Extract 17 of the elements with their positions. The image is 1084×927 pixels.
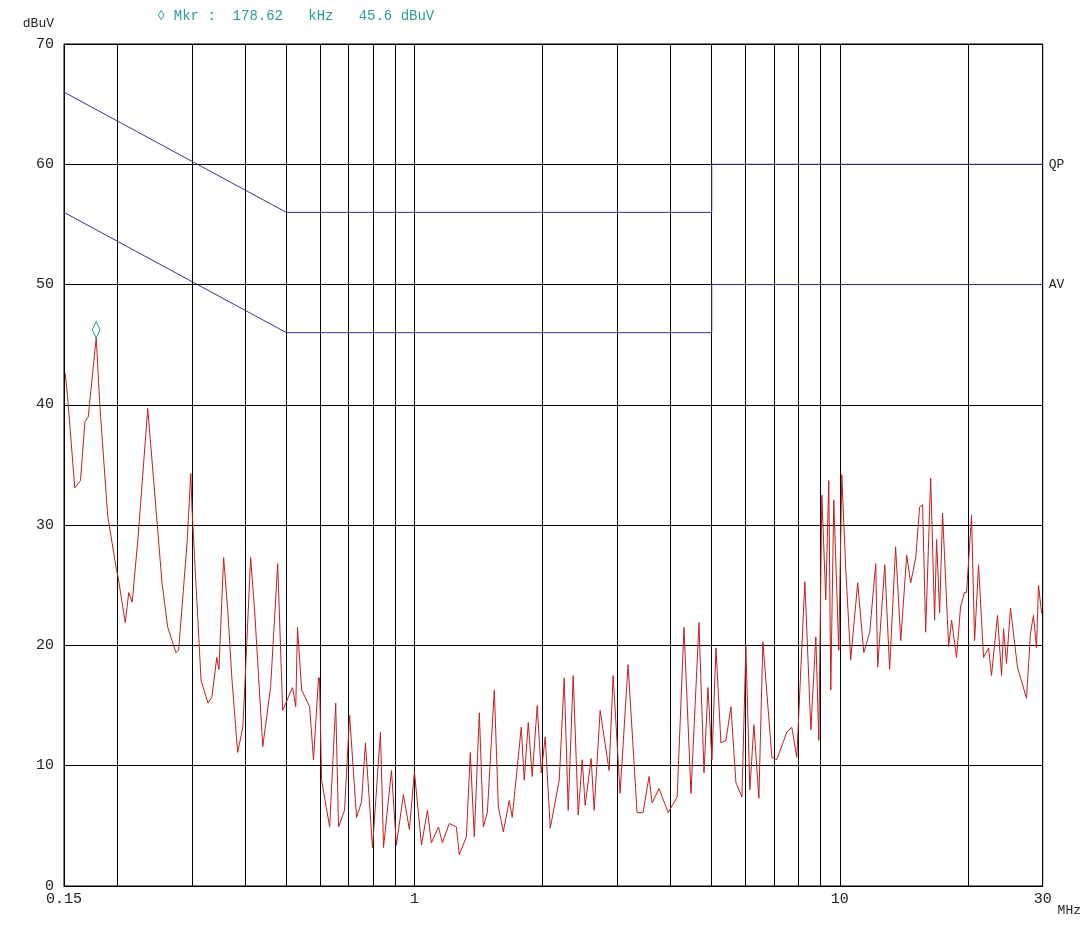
- annotation: ◊: [91, 318, 101, 340]
- series-label: AV: [1048, 277, 1065, 293]
- y-axis-title: dBuV: [22, 16, 55, 31]
- x-axis-title: MHz: [1057, 903, 1081, 918]
- series-label: QP: [1048, 156, 1065, 172]
- x-tick-label: 0.15: [45, 891, 83, 908]
- y-tick-label: 70: [35, 35, 54, 53]
- y-tick-label: 60: [35, 155, 54, 173]
- x-tick-label: 10: [830, 891, 849, 908]
- x-tick-label: 30: [1033, 891, 1052, 908]
- y-tick-label: 10: [35, 757, 54, 775]
- chart-title: ◊ Mkr : 178.62 kHz 45.6 dBuV: [157, 8, 435, 24]
- y-tick-label: 40: [35, 396, 54, 414]
- x-tick-label: 1: [409, 891, 419, 908]
- y-tick-label: 50: [35, 276, 54, 294]
- y-tick-label: 30: [35, 516, 54, 534]
- y-tick-label: 20: [35, 636, 54, 654]
